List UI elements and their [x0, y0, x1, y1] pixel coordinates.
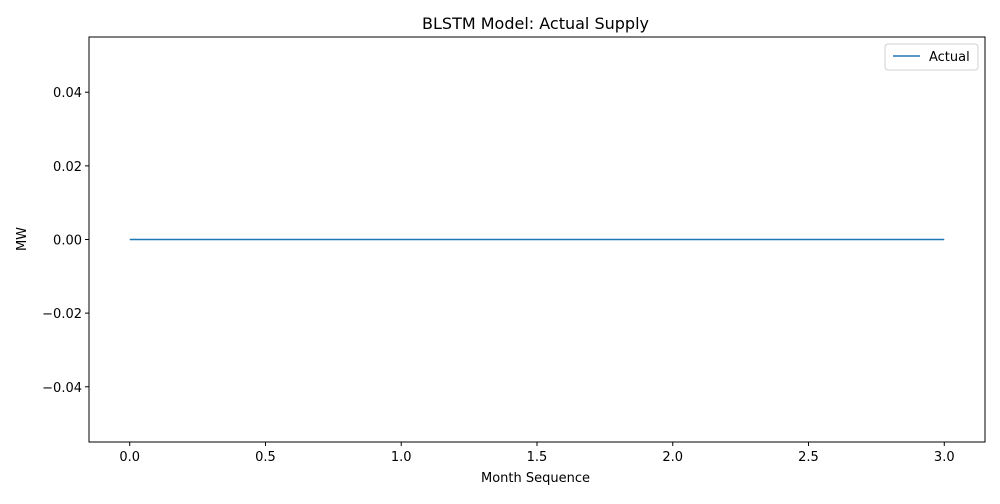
y-tick-label: 0.02: [53, 160, 82, 175]
x-tick-label: 2.5: [798, 450, 819, 465]
x-tick-label: 1.0: [391, 450, 412, 465]
legend-box: [884, 43, 979, 71]
y-tick-label: −0.04: [42, 381, 82, 396]
x-tick-label: 0.0: [119, 450, 140, 465]
y-tick-label: −0.02: [42, 307, 82, 322]
y-tick-label: 0.04: [53, 86, 82, 101]
y-axis: −0.04 −0.02 0.00 0.02 0.04: [42, 86, 89, 396]
x-axis: 0.0 0.5 1.0 1.5 2.0 2.5 3.0: [119, 442, 955, 465]
plot-area: 0.0 0.5 1.0 1.5 2.0 2.5 3.0 −0.04 −0.02 0.00 0.02…: [42, 36, 986, 465]
x-tick-label: 3.0: [934, 450, 955, 465]
chart-title: BLSTM Model: Actual Supply: [422, 14, 649, 33]
x-tick-label: 2.0: [662, 450, 683, 465]
x-tick-label: 1.5: [527, 450, 548, 465]
x-axis-label: Month Sequence: [481, 471, 590, 486]
y-axis-label: MW: [15, 227, 30, 251]
y-tick-label: 0.00: [53, 234, 82, 249]
x-tick-label: 0.5: [255, 450, 276, 465]
legend: Actual: [884, 43, 979, 71]
legend-label-actual: Actual: [929, 50, 970, 65]
